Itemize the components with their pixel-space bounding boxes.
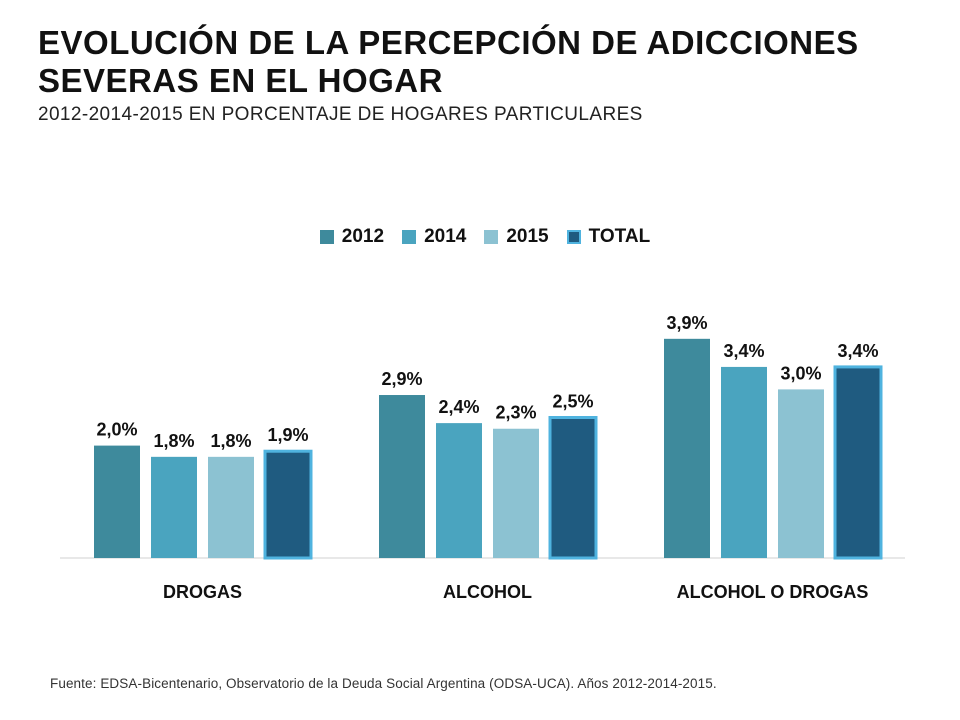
bar-2012-3 — [664, 338, 710, 558]
bar-2015-1 — [208, 456, 254, 558]
legend-label: 2012 — [341, 226, 385, 247]
legend-item-2015: 2015 — [484, 226, 549, 248]
data-label: 1,8% — [153, 431, 194, 451]
bar-total-3 — [833, 365, 883, 560]
category-label: DROGAS — [163, 582, 242, 602]
source-note: Fuente: EDSA-Bicentenario, Observatorio … — [50, 676, 717, 691]
bar-2012-1 — [94, 445, 140, 558]
bar-2014-1 — [151, 456, 197, 558]
data-label: 1,8% — [210, 431, 251, 451]
bar-total-2 — [548, 416, 598, 560]
legend-item-2014: 2014 — [402, 226, 466, 248]
data-label: 2,4% — [438, 397, 479, 417]
category-label: ALCOHOL — [443, 582, 532, 602]
legend-label: 2014 — [424, 226, 467, 247]
legend-label: 2015 — [506, 226, 549, 247]
legend-swatch — [319, 230, 334, 244]
legend-item-2012: 2012 — [319, 226, 385, 248]
bar-2015-3 — [778, 389, 824, 558]
data-label: 2,5% — [552, 392, 593, 412]
legend-swatch — [402, 230, 417, 244]
chart-title: EVOLUCIÓN DE LA PERCEPCIÓN DE ADICCIONES… — [38, 24, 859, 99]
data-label: 3,4% — [837, 341, 878, 361]
bar-2014-3 — [721, 366, 767, 558]
legend-label: TOTAL — [588, 226, 651, 247]
bar-2012-2 — [379, 395, 425, 558]
data-label: 3,4% — [723, 341, 764, 361]
data-label: 2,0% — [96, 420, 137, 440]
data-label: 2,9% — [381, 369, 422, 389]
chart-legend: 2012 2014 2015 TOTAL — [0, 226, 960, 248]
bar-total-1 — [263, 449, 313, 560]
data-label: 3,0% — [780, 363, 821, 383]
data-label: 3,9% — [666, 313, 707, 333]
data-label: 2,3% — [495, 403, 536, 423]
legend-swatch — [484, 230, 499, 244]
chart-subtitle: 2012-2014-2015 EN PORCENTAJE DE HOGARES … — [38, 104, 643, 125]
data-label: 1,9% — [267, 425, 308, 445]
legend-swatch — [566, 230, 581, 244]
legend-item-total: TOTAL — [566, 226, 651, 248]
category-label: ALCOHOL O DROGAS — [677, 582, 869, 602]
bar-2015-2 — [493, 428, 539, 558]
bar-2014-2 — [436, 423, 482, 558]
